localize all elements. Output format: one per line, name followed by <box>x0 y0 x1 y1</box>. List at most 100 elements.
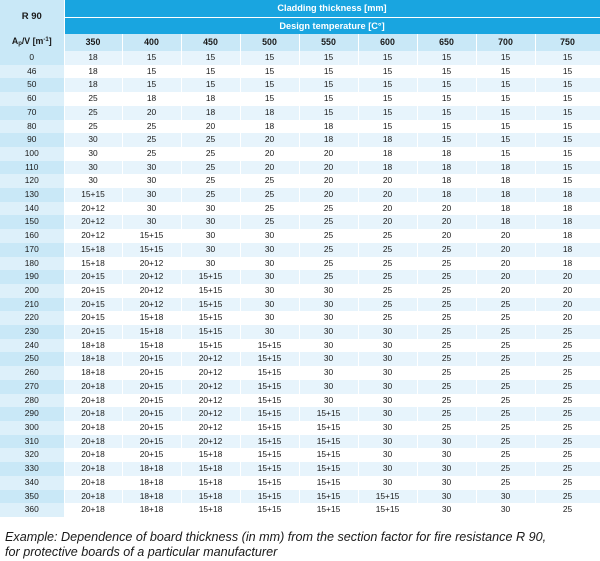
table-row: 270 20+18 20+15 20+12 15+15 30 30 25 25 25 <box>0 379 600 394</box>
table-row: 290 20+18 20+15 20+12 15+15 15+15 30 25 25 25 <box>0 407 600 421</box>
table-cell: 15+18 <box>122 311 182 326</box>
table-cell: 15 <box>299 64 359 79</box>
table-subtitle: Design temperature [C°] <box>64 16 600 34</box>
row-label: 330 <box>0 462 65 476</box>
table-cell: 20+18 <box>64 434 123 449</box>
table-cell: 25 <box>64 119 123 134</box>
table-cell: 15 <box>535 105 600 120</box>
table-cell: 15 <box>476 119 536 134</box>
table-cell: 30 <box>417 503 477 517</box>
row-label: 230 <box>0 325 65 339</box>
table-cell: 15 <box>240 64 300 79</box>
table-cell: 18 <box>181 92 241 106</box>
table-cell: 15+18 <box>64 256 123 271</box>
table-cell: 30 <box>417 462 477 476</box>
table-cell: 20+12 <box>181 434 241 449</box>
table-cell: 30 <box>122 215 182 230</box>
table-cell: 15+15 <box>181 283 241 298</box>
fire-resistance-table: R 90 Cladding thickness [mm] Design temp… <box>0 0 600 517</box>
table-body: 0 18 15 15 15 15 15 15 15 15 46 18 15 15 15 15 15 15 15 15 5… <box>0 51 600 517</box>
table-cell: 15 <box>181 51 241 65</box>
table-cell: 15+15 <box>299 489 359 504</box>
table-row: 60 25 18 18 15 15 15 15 15 15 <box>0 92 600 106</box>
table-cell: 15+18 <box>181 475 241 490</box>
table-cell: 20 <box>476 256 536 271</box>
row-label: 240 <box>0 338 65 353</box>
row-label: 310 <box>0 434 65 449</box>
table-row: 90 30 25 25 20 18 18 15 15 15 <box>0 133 600 147</box>
table-cell: 20+15 <box>64 283 123 298</box>
table-cell: 15 <box>417 64 477 79</box>
table-cell: 25 <box>417 393 477 408</box>
table-cell: 15 <box>535 160 600 175</box>
table-cell: 20 <box>476 270 536 284</box>
table-cell: 25 <box>535 393 600 408</box>
table-cell: 18 <box>358 133 418 147</box>
table-cell: 20+18 <box>64 503 123 517</box>
table-cell: 18+18 <box>122 475 182 490</box>
table-cell: 30 <box>181 229 241 243</box>
table-cell: 25 <box>417 379 477 394</box>
table-cell: 18 <box>417 174 477 189</box>
table-cell: 15+15 <box>181 297 241 312</box>
table-cell: 30 <box>358 325 418 339</box>
table-cell: 25 <box>476 338 536 353</box>
table-cell: 15+15 <box>358 489 418 504</box>
table-cell: 20+15 <box>64 311 123 326</box>
table-cell: 25 <box>417 283 477 298</box>
table-cell: 25 <box>358 270 418 284</box>
table-cell: 25 <box>535 434 600 449</box>
row-label: 140 <box>0 201 65 216</box>
table-cell: 15+18 <box>181 503 241 517</box>
table-cell: 20 <box>181 119 241 134</box>
row-label: 350 <box>0 489 65 504</box>
table-cell: 18 <box>535 229 600 243</box>
table-cell: 15 <box>122 64 182 79</box>
table-cell: 20+18 <box>64 448 123 463</box>
table-cell: 20+15 <box>122 420 182 435</box>
table-row: 340 20+18 18+18 15+18 15+15 15+15 30 30 25 25 <box>0 475 600 490</box>
table-cell: 30 <box>358 379 418 394</box>
table-cell: 20 <box>417 229 477 243</box>
table-cell: 15+15 <box>181 338 241 353</box>
table-cell: 15 <box>240 78 300 93</box>
row-label: 170 <box>0 242 65 257</box>
table-row: 100 30 25 25 20 20 18 18 15 15 <box>0 146 600 161</box>
table-cell: 25 <box>358 229 418 243</box>
table-cell: 15+15 <box>240 420 300 435</box>
row-label: 280 <box>0 393 65 408</box>
row-label: 46 <box>0 64 65 79</box>
table-cell: 15 <box>358 78 418 93</box>
column-header: 600 <box>358 34 418 51</box>
table-cell: 30 <box>358 393 418 408</box>
table-cell: 15+15 <box>358 503 418 517</box>
table-cell: 20 <box>299 174 359 189</box>
table-cell: 15 <box>476 78 536 93</box>
table-cell: 30 <box>181 256 241 271</box>
table-cell: 30 <box>358 462 418 476</box>
table-cell: 15 <box>417 105 477 120</box>
table-cell: 25 <box>535 475 600 490</box>
table-cell: 18 <box>535 256 600 271</box>
table-cell: 30 <box>358 475 418 490</box>
table-cell: 20 <box>358 215 418 230</box>
row-label: 320 <box>0 448 65 463</box>
table-cell: 18 <box>181 105 241 120</box>
table-cell: 18 <box>299 119 359 134</box>
row-label: 150 <box>0 215 65 230</box>
table-row: 250 18+18 20+15 20+12 15+15 30 30 25 25 25 <box>0 352 600 367</box>
row-label: 300 <box>0 420 65 435</box>
table-cell: 30 <box>181 215 241 230</box>
table-cell: 20+15 <box>64 325 123 339</box>
table-cell: 25 <box>535 462 600 476</box>
table-row: 50 18 15 15 15 15 15 15 15 15 <box>0 78 600 93</box>
table-cell: 15+18 <box>181 462 241 476</box>
table-row: 140 20+12 30 30 25 25 20 20 18 18 <box>0 201 600 216</box>
table-cell: 25 <box>64 92 123 106</box>
table-cell: 18+18 <box>122 503 182 517</box>
table-cell: 20 <box>476 229 536 243</box>
row-label: 360 <box>0 503 65 517</box>
table-cell: 25 <box>535 325 600 339</box>
table-cell: 15 <box>181 64 241 79</box>
table-cell: 20 <box>358 188 418 202</box>
